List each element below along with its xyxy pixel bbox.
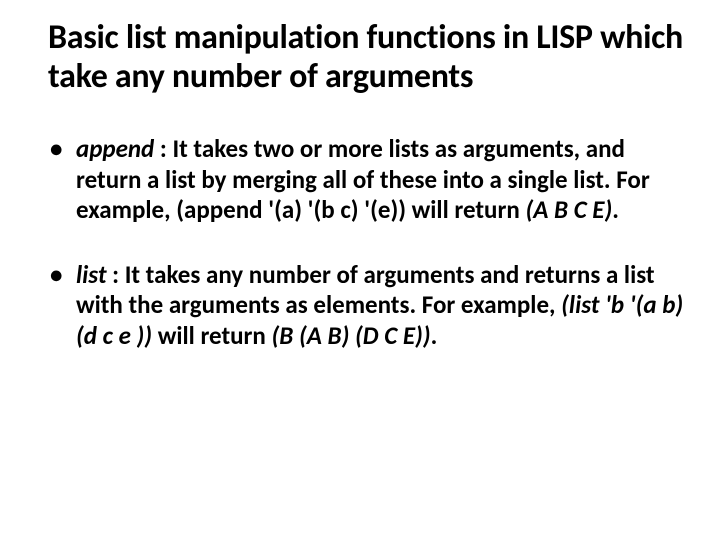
slide-title: Basic list manipulation functions in LIS… bbox=[48, 18, 684, 96]
list-item: append : It takes two or more lists as a… bbox=[48, 134, 684, 226]
return-value: (A B C E) bbox=[525, 194, 612, 225]
bullet-post: . bbox=[431, 320, 438, 351]
bullet-post: . bbox=[612, 194, 619, 225]
function-name: list bbox=[76, 259, 107, 290]
bullet-list: append : It takes two or more lists as a… bbox=[48, 134, 684, 351]
function-name: append bbox=[76, 133, 154, 164]
bullet-text-2: will return bbox=[152, 320, 271, 351]
list-item: list : It takes any number of arguments … bbox=[48, 260, 684, 352]
return-value: (B (A B) (D C E)) bbox=[272, 320, 431, 351]
slide: Basic list manipulation functions in LIS… bbox=[0, 0, 720, 540]
